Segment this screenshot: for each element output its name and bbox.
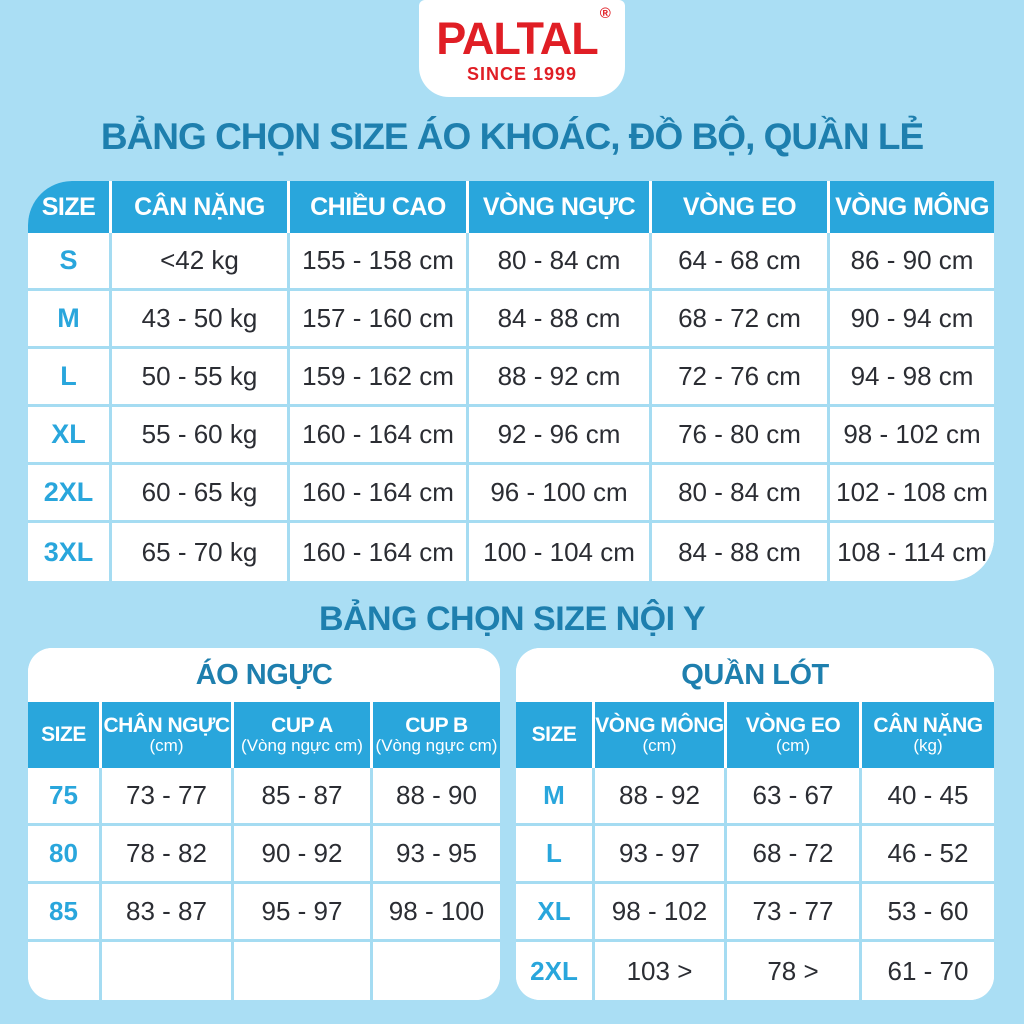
column-header-cup-a: CUP A (Vòng ngực cm) — [234, 702, 373, 768]
column-header-size: SIZE — [516, 702, 595, 768]
value-cell: 78 > — [727, 942, 862, 1000]
value-cell: 60 - 65 kg — [112, 465, 290, 523]
bra-table-grid: SIZE CHÂN NGỰC (cm) CUP A (Vòng ngực cm) C… — [28, 702, 500, 1000]
column-header-waist: VÒNG EO (cm) — [727, 702, 862, 768]
column-header-size: SIZE — [28, 181, 112, 233]
value-cell: 88 - 90 — [373, 768, 500, 826]
panty-table-title: QUẦN LÓT — [516, 648, 994, 702]
value-cell: 86 - 90 cm — [830, 233, 994, 291]
value-cell: 50 - 55 kg — [112, 349, 290, 407]
value-cell: 73 - 77 — [727, 884, 862, 942]
column-header-size: SIZE — [28, 702, 102, 768]
section1-title: BẢNG CHỌN SIZE ÁO KHOÁC, ĐỒ BỘ, QUẦN LẺ — [100, 116, 924, 157]
section2-title: BẢNG CHỌN SIZE NỘI Y — [318, 600, 706, 638]
registered-trademark-icon: ® — [599, 5, 611, 22]
value-cell: 98 - 100 — [373, 884, 500, 942]
value-cell: 80 - 84 cm — [469, 233, 652, 291]
value-cell — [234, 942, 373, 1000]
value-cell: 108 - 114 cm — [830, 523, 994, 581]
size-cell: L — [28, 349, 112, 407]
value-cell: 157 - 160 cm — [290, 291, 469, 349]
size-cell: 2XL — [28, 465, 112, 523]
value-cell: 98 - 102 — [595, 884, 727, 942]
brand-tagline: SINCE 1999 — [466, 64, 578, 84]
value-cell: 160 - 164 cm — [290, 465, 469, 523]
value-cell: 65 - 70 kg — [112, 523, 290, 581]
value-cell: 103 > — [595, 942, 727, 1000]
size-cell: 85 — [28, 884, 102, 942]
column-header-waist: VÒNG EO — [652, 181, 830, 233]
value-cell: 63 - 67 — [727, 768, 862, 826]
panty-table-grid: SIZE VÒNG MÔNG (cm) VÒNG EO (cm) CÂN NẶNG(… — [516, 702, 994, 1000]
value-cell: 40 - 45 — [862, 768, 994, 826]
size-cell: M — [28, 291, 112, 349]
value-cell: 90 - 92 — [234, 826, 373, 884]
column-header-height: CHIỀU CAO — [290, 181, 469, 233]
column-header-weight: CÂN NẶNG — [112, 181, 290, 233]
value-cell — [373, 942, 500, 1000]
value-cell: 76 - 80 cm — [652, 407, 830, 465]
value-cell: 94 - 98 cm — [830, 349, 994, 407]
value-cell: 64 - 68 cm — [652, 233, 830, 291]
value-cell: 55 - 60 kg — [112, 407, 290, 465]
value-cell: 155 - 158 cm — [290, 233, 469, 291]
value-cell — [102, 942, 234, 1000]
value-cell: 85 - 87 — [234, 768, 373, 826]
value-cell: 159 - 162 cm — [290, 349, 469, 407]
value-cell: 83 - 87 — [102, 884, 234, 942]
value-cell: 100 - 104 cm — [469, 523, 652, 581]
column-header-bust: VÒNG NGỰC — [469, 181, 652, 233]
size-cell: XL — [28, 407, 112, 465]
value-cell: 72 - 76 cm — [652, 349, 830, 407]
size-cell: S — [28, 233, 112, 291]
column-header-underbust: CHÂN NGỰC (cm) — [102, 702, 234, 768]
brand-name: PALTAL ® — [436, 6, 611, 64]
value-cell: 95 - 97 — [234, 884, 373, 942]
bra-size-table: ÁO NGỰC SIZE CHÂN NGỰC (cm) CUP A (Vòng ng… — [28, 648, 500, 1000]
value-cell: 80 - 84 cm — [652, 465, 830, 523]
value-cell: 61 - 70 — [862, 942, 994, 1000]
size-cell: XL — [516, 884, 595, 942]
panty-size-table: QUẦN LÓT SIZE VÒNG MÔNG (cm) VÒNG EO (cm) … — [516, 648, 994, 1000]
value-cell: <42 kg — [112, 233, 290, 291]
size-cell: 2XL — [516, 942, 595, 1000]
value-cell: 90 - 94 cm — [830, 291, 994, 349]
size-cell: L — [516, 826, 595, 884]
value-cell: 68 - 72 — [727, 826, 862, 884]
brand-name-text: PALTAL — [436, 13, 598, 64]
value-cell: 88 - 92 — [595, 768, 727, 826]
value-cell: 88 - 92 cm — [469, 349, 652, 407]
value-cell: 160 - 164 cm — [290, 407, 469, 465]
value-cell: 68 - 72 cm — [652, 291, 830, 349]
value-cell: 84 - 88 cm — [469, 291, 652, 349]
size-cell: 80 — [28, 826, 102, 884]
value-cell: 98 - 102 cm — [830, 407, 994, 465]
value-cell: 53 - 60 — [862, 884, 994, 942]
value-cell: 102 - 108 cm — [830, 465, 994, 523]
column-header-hip: VÒNG MÔNG — [830, 181, 994, 233]
brand-logo: PALTAL ® SINCE 1999 — [419, 0, 625, 97]
value-cell: 160 - 164 cm — [290, 523, 469, 581]
value-cell: 46 - 52 — [862, 826, 994, 884]
value-cell: 73 - 77 — [102, 768, 234, 826]
value-cell: 96 - 100 cm — [469, 465, 652, 523]
value-cell: 93 - 95 — [373, 826, 500, 884]
bra-table-title: ÁO NGỰC — [28, 648, 500, 702]
size-cell: 3XL — [28, 523, 112, 581]
value-cell: 92 - 96 cm — [469, 407, 652, 465]
value-cell: 84 - 88 cm — [652, 523, 830, 581]
value-cell: 78 - 82 — [102, 826, 234, 884]
outerwear-size-table: SIZE CÂN NẶNG CHIỀU CAO VÒNG NGỰC VÒNG E… — [28, 181, 994, 581]
column-header-hip: VÒNG MÔNG (cm) — [595, 702, 727, 768]
column-header-weight: CÂN NẶNG (kg) — [862, 702, 994, 768]
column-header-cup-b: CUP B (Vòng ngực cm) — [373, 702, 500, 768]
size-cell: 75 — [28, 768, 102, 826]
size-cell: M — [516, 768, 595, 826]
value-cell: 43 - 50 kg — [112, 291, 290, 349]
value-cell: 93 - 97 — [595, 826, 727, 884]
size-cell — [28, 942, 102, 1000]
